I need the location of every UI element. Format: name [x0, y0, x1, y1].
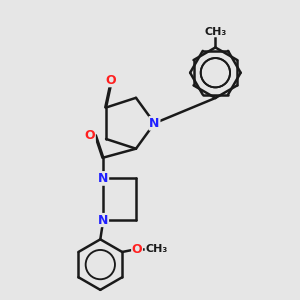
Text: O: O — [85, 129, 95, 142]
Text: CH₃: CH₃ — [204, 27, 226, 37]
Text: O: O — [132, 242, 142, 256]
Text: O: O — [105, 74, 116, 87]
Text: N: N — [98, 172, 109, 185]
Text: N: N — [98, 172, 109, 185]
Text: N: N — [149, 117, 160, 130]
Text: N: N — [149, 117, 160, 130]
Text: N: N — [98, 214, 109, 226]
Text: CH₃: CH₃ — [145, 244, 167, 254]
